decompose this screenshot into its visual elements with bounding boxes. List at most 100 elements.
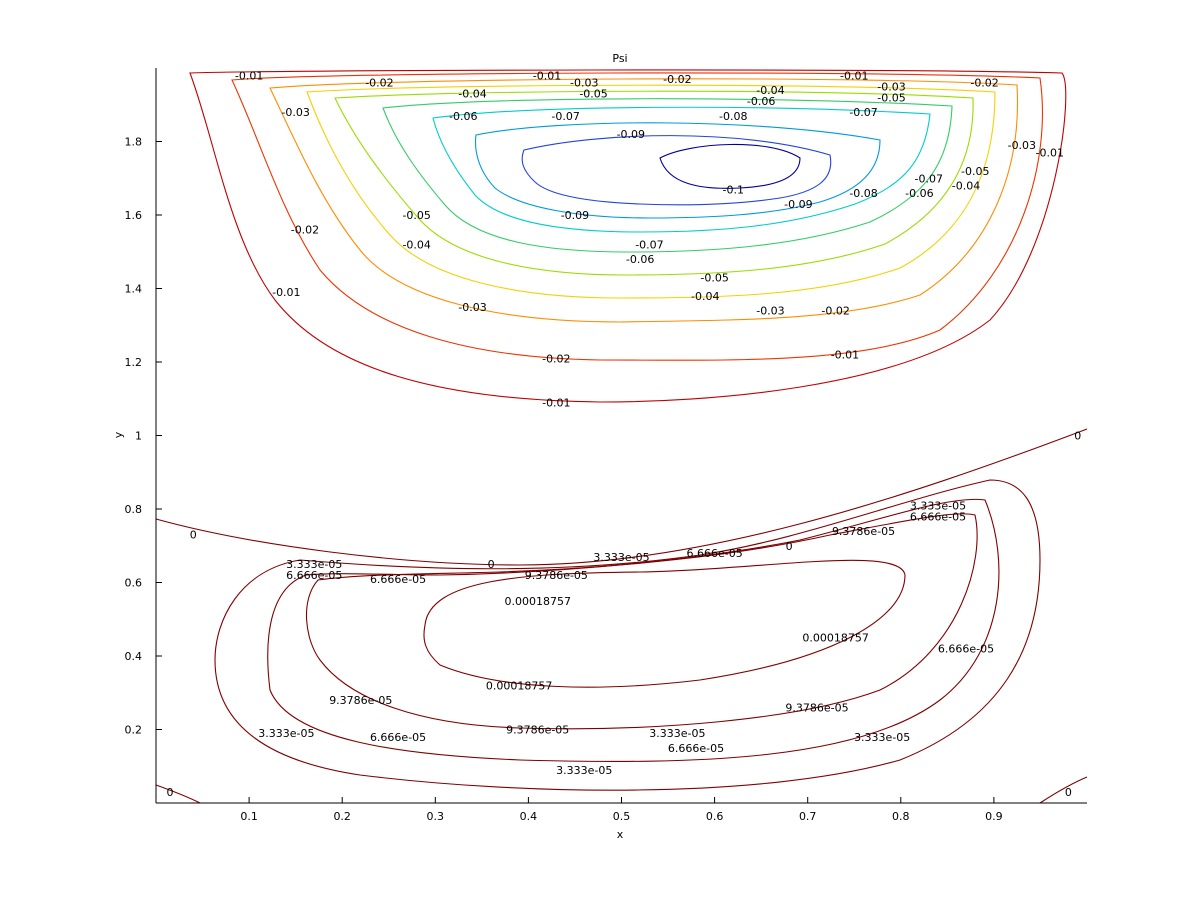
lower-contour-line	[306, 513, 978, 730]
contour-label: -0.09	[784, 198, 812, 211]
upper-contour-line	[474, 122, 881, 219]
contour-label: -0.01	[533, 69, 561, 82]
y-axis-ticks: 0.2 0.4 0.6 0.8 1 1.2 1.4 1.6 1.8	[125, 136, 162, 737]
contour-label: -0.01	[840, 69, 868, 82]
contour-label: -0.09	[561, 209, 589, 222]
contour-label: -0.02	[970, 77, 998, 90]
contour-label: -0.04	[952, 180, 980, 193]
x-tick-label: 0.7	[799, 810, 817, 823]
contour-label: -0.03	[756, 305, 784, 318]
contour-label: 0.00018757	[504, 595, 570, 608]
contour-label: -0.04	[458, 88, 486, 101]
contour-label: -0.01	[831, 349, 859, 362]
contour-label: -0.09	[617, 128, 645, 141]
contour-label: -0.06	[626, 253, 654, 266]
contour-label: 3.333e-05	[258, 727, 314, 740]
contour-label: 3.333e-05	[593, 551, 649, 564]
upper-contour-line	[269, 78, 1019, 323]
contour-label: -0.02	[542, 352, 570, 365]
y-tick-label: 0.6	[125, 577, 143, 590]
y-tick-label: 1.6	[125, 209, 143, 222]
x-tick-label: 0.1	[240, 810, 258, 823]
contour-label: -0.02	[365, 77, 393, 90]
contour-label: -0.07	[635, 238, 663, 251]
contour-label: -0.06	[905, 187, 933, 200]
y-tick-label: 0.2	[125, 724, 143, 737]
x-tick-label: 0.2	[333, 810, 351, 823]
lower-contour-line	[1039, 776, 1088, 804]
upper-contour-line	[659, 143, 801, 189]
contour-label: -0.01	[542, 396, 570, 409]
contour-label: 0.00018757	[802, 632, 868, 645]
contour-label: -0.04	[691, 290, 719, 303]
contour-label: 0	[1065, 786, 1072, 799]
contour-label: -0.04	[756, 84, 784, 97]
lower-contour-line	[267, 498, 1000, 763]
contour-label: 9.3786e-05	[506, 724, 569, 737]
x-tick-label: 0.8	[892, 810, 910, 823]
contour-label: -0.07	[849, 106, 877, 119]
contour-label: 6.666e-05	[370, 731, 426, 744]
contour-label: -0.01	[1036, 147, 1064, 160]
contour-label: 3.333e-05	[854, 731, 910, 744]
contour-label: 0	[190, 529, 197, 542]
x-tick-label: 0.9	[985, 810, 1003, 823]
upper-contour-line	[521, 135, 832, 206]
contour-labels: -0.01 -0.01 -0.01 -0.02 -0.02 -0.02 -0.03 -0.03…	[166, 69, 1081, 799]
contour-label: 9.3786e-05	[832, 525, 895, 538]
x-tick-label: 0.4	[520, 810, 538, 823]
y-tick-label: 1	[135, 430, 142, 443]
x-tick-label: 0.5	[613, 810, 631, 823]
axes	[155, 68, 1087, 804]
contour-label: 6.666e-05	[370, 573, 426, 586]
contour-label: 6.666e-05	[938, 643, 994, 656]
x-tick-label: 0.3	[427, 810, 445, 823]
contour-label: -0.03	[458, 301, 486, 314]
contour-label: 9.3786e-05	[525, 569, 588, 582]
contour-label: -0.05	[877, 91, 905, 104]
upper-contour-line	[189, 69, 1067, 403]
contour-label: 3.333e-05	[556, 764, 612, 777]
contour-label: 6.666e-05	[910, 510, 966, 523]
contour-label: -0.1	[722, 183, 743, 196]
contour-label: 6.666e-05	[668, 742, 724, 755]
lower-vortex-contours	[155, 428, 1088, 804]
contour-label: -0.05	[402, 209, 430, 222]
x-tick-label: 0.6	[706, 810, 724, 823]
lower-contour-line	[155, 784, 201, 804]
contour-label: 0	[166, 786, 173, 799]
y-tick-label: 0.4	[125, 650, 143, 663]
y-tick-label: 1.4	[125, 283, 143, 296]
contour-label: -0.01	[272, 286, 300, 299]
contour-label: 9.3786e-05	[329, 694, 392, 707]
contour-label: -0.05	[579, 88, 607, 101]
y-tick-label: 1.2	[125, 356, 143, 369]
contour-label: -0.03	[1008, 139, 1036, 152]
contour-label: -0.02	[663, 73, 691, 86]
lower-contour-line	[423, 559, 906, 688]
contour-label: 0	[488, 558, 495, 571]
contour-label: 0	[786, 540, 793, 553]
lower-contour-line	[155, 428, 1088, 566]
contour-label: 0	[1074, 430, 1081, 443]
chart-title: Psi	[612, 52, 627, 65]
upper-contour-line	[334, 90, 974, 276]
x-axis-ticks: 0.1 0.2 0.3 0.4 0.5 0.6 0.7 0.8 0.9	[240, 797, 1003, 823]
contour-label: -0.08	[719, 110, 747, 123]
contour-label: 3.333e-05	[286, 558, 342, 571]
y-axis-title: y	[112, 431, 125, 438]
upper-vortex-contours	[189, 69, 1067, 403]
contour-label: -0.03	[877, 80, 905, 93]
contour-label: -0.02	[291, 224, 319, 237]
contour-label: -0.02	[821, 305, 849, 318]
contour-label: -0.03	[281, 106, 309, 119]
contour-label: 3.333e-05	[910, 499, 966, 512]
contour-label: -0.05	[961, 165, 989, 178]
contour-label: -0.06	[449, 110, 477, 123]
contour-label: -0.08	[849, 187, 877, 200]
contour-label: 9.3786e-05	[785, 701, 848, 714]
x-axis-title: x	[617, 828, 624, 841]
contour-label: -0.07	[551, 110, 579, 123]
contour-label: -0.01	[235, 69, 263, 82]
